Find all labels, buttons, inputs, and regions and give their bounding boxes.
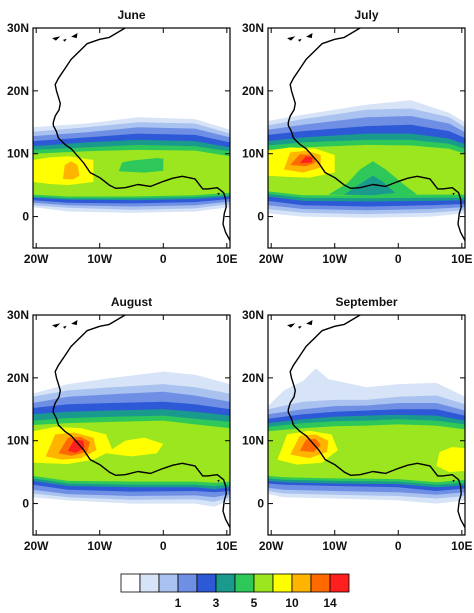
y-tick-label: 10N bbox=[7, 434, 29, 448]
y-tick-label: 10N bbox=[242, 147, 264, 161]
colorbar-label: 5 bbox=[251, 596, 258, 610]
x-tick-label: 0 bbox=[395, 252, 402, 266]
x-tick-label: 0 bbox=[395, 539, 402, 553]
island bbox=[287, 323, 296, 328]
map-panel-1: July 20W 10W 0 10E 30N 20N 10N 0 bbox=[242, 8, 473, 266]
colorbar-swatch bbox=[158, 573, 179, 593]
precip-contours bbox=[268, 28, 465, 241]
y-tick-label: 0 bbox=[22, 210, 29, 224]
island bbox=[297, 325, 302, 329]
panel-title: August bbox=[111, 295, 152, 309]
colorbar: 1 3 5 10 14 bbox=[120, 573, 350, 610]
y-tick-label: 10N bbox=[7, 147, 29, 161]
colorbar-swatch bbox=[215, 573, 236, 593]
map-frame bbox=[267, 27, 466, 249]
x-tick-label: 20W bbox=[24, 252, 49, 266]
y-tick-label: 20N bbox=[242, 371, 264, 385]
map-frame bbox=[32, 314, 231, 536]
map-panel-3: September 20W 10W 0 10E 30N 20N 10N 0 bbox=[242, 295, 473, 553]
x-tick-label: 0 bbox=[160, 252, 167, 266]
colorbar-swatch bbox=[177, 573, 198, 593]
panel-title: July bbox=[354, 8, 378, 22]
island bbox=[452, 479, 455, 483]
x-tick-label: 10E bbox=[451, 539, 472, 553]
y-tick-label: 20N bbox=[7, 371, 29, 385]
contour-level-9 bbox=[62, 161, 80, 180]
map-panel-2: August 20W 10W 0 10E 30N 20N 10N 0 bbox=[7, 295, 238, 553]
x-tick-label: 10E bbox=[216, 539, 237, 553]
colorbar-label: 14 bbox=[323, 596, 337, 610]
colorbar-swatch bbox=[329, 573, 350, 593]
y-tick-label: 10N bbox=[242, 434, 264, 448]
colorbar-swatch bbox=[253, 573, 274, 593]
island bbox=[217, 479, 220, 483]
colorbar-label: 10 bbox=[285, 596, 299, 610]
contour-level-11 bbox=[68, 439, 85, 453]
colorbar-swatch bbox=[272, 573, 293, 593]
island bbox=[287, 36, 296, 41]
colorbar-swatch bbox=[310, 573, 331, 593]
x-tick-label: 10W bbox=[322, 252, 347, 266]
x-tick-label: 10W bbox=[322, 539, 347, 553]
contour-level-8 bbox=[33, 156, 94, 186]
colorbar-swatch bbox=[120, 573, 141, 593]
coastline bbox=[52, 315, 230, 528]
panel-title: September bbox=[335, 295, 397, 309]
y-tick-label: 30N bbox=[242, 308, 264, 322]
contour-level-11 bbox=[299, 156, 313, 164]
precip-contours bbox=[33, 315, 230, 528]
colorbar-swatch bbox=[234, 573, 255, 593]
y-tick-label: 30N bbox=[7, 308, 29, 322]
y-tick-label: 0 bbox=[22, 497, 29, 511]
island bbox=[52, 36, 61, 41]
colorbar-swatch bbox=[139, 573, 160, 593]
island bbox=[297, 38, 302, 42]
colorbar-label: 1 bbox=[175, 596, 182, 610]
coastline bbox=[52, 28, 230, 241]
x-tick-label: 10W bbox=[87, 539, 112, 553]
y-tick-label: 20N bbox=[242, 84, 264, 98]
island bbox=[306, 33, 313, 39]
x-tick-label: 10W bbox=[87, 252, 112, 266]
island bbox=[217, 192, 220, 196]
island bbox=[62, 38, 67, 42]
x-tick-label: 10E bbox=[451, 252, 472, 266]
y-tick-label: 30N bbox=[7, 21, 29, 35]
map-frame bbox=[267, 314, 466, 536]
island bbox=[71, 33, 78, 39]
map-frame bbox=[32, 27, 231, 249]
island bbox=[452, 192, 455, 196]
colorbar-swatch bbox=[291, 573, 312, 593]
x-tick-label: 0 bbox=[160, 539, 167, 553]
map-panel-0: June 20W 10W 0 10E 30N 20N 10N 0 bbox=[7, 8, 238, 266]
x-tick-label: 20W bbox=[259, 252, 284, 266]
y-tick-label: 0 bbox=[257, 210, 264, 224]
contour-level-8 bbox=[106, 437, 164, 457]
y-tick-label: 0 bbox=[257, 497, 264, 511]
coastline bbox=[287, 315, 465, 528]
colorbar-swatch bbox=[196, 573, 217, 593]
coastline bbox=[287, 28, 465, 241]
colorbar-label: 3 bbox=[213, 596, 220, 610]
panel-title: June bbox=[117, 8, 145, 22]
contour-level-8 bbox=[436, 447, 465, 473]
island bbox=[62, 325, 67, 329]
map-panels: June 20W 10W 0 10E 30N 20N 10N 0 July 20W 10W 0 10E 30… bbox=[7, 8, 473, 553]
precip-contours bbox=[268, 315, 465, 528]
x-tick-label: 20W bbox=[24, 539, 49, 553]
contour-level-10 bbox=[299, 438, 321, 452]
y-tick-label: 30N bbox=[242, 21, 264, 35]
island bbox=[52, 323, 61, 328]
contour-level-6 bbox=[118, 158, 164, 173]
x-tick-label: 20W bbox=[259, 539, 284, 553]
y-tick-label: 20N bbox=[7, 84, 29, 98]
x-tick-label: 10E bbox=[216, 252, 237, 266]
island bbox=[306, 320, 313, 326]
island bbox=[71, 320, 78, 326]
precip-contours bbox=[33, 28, 230, 241]
